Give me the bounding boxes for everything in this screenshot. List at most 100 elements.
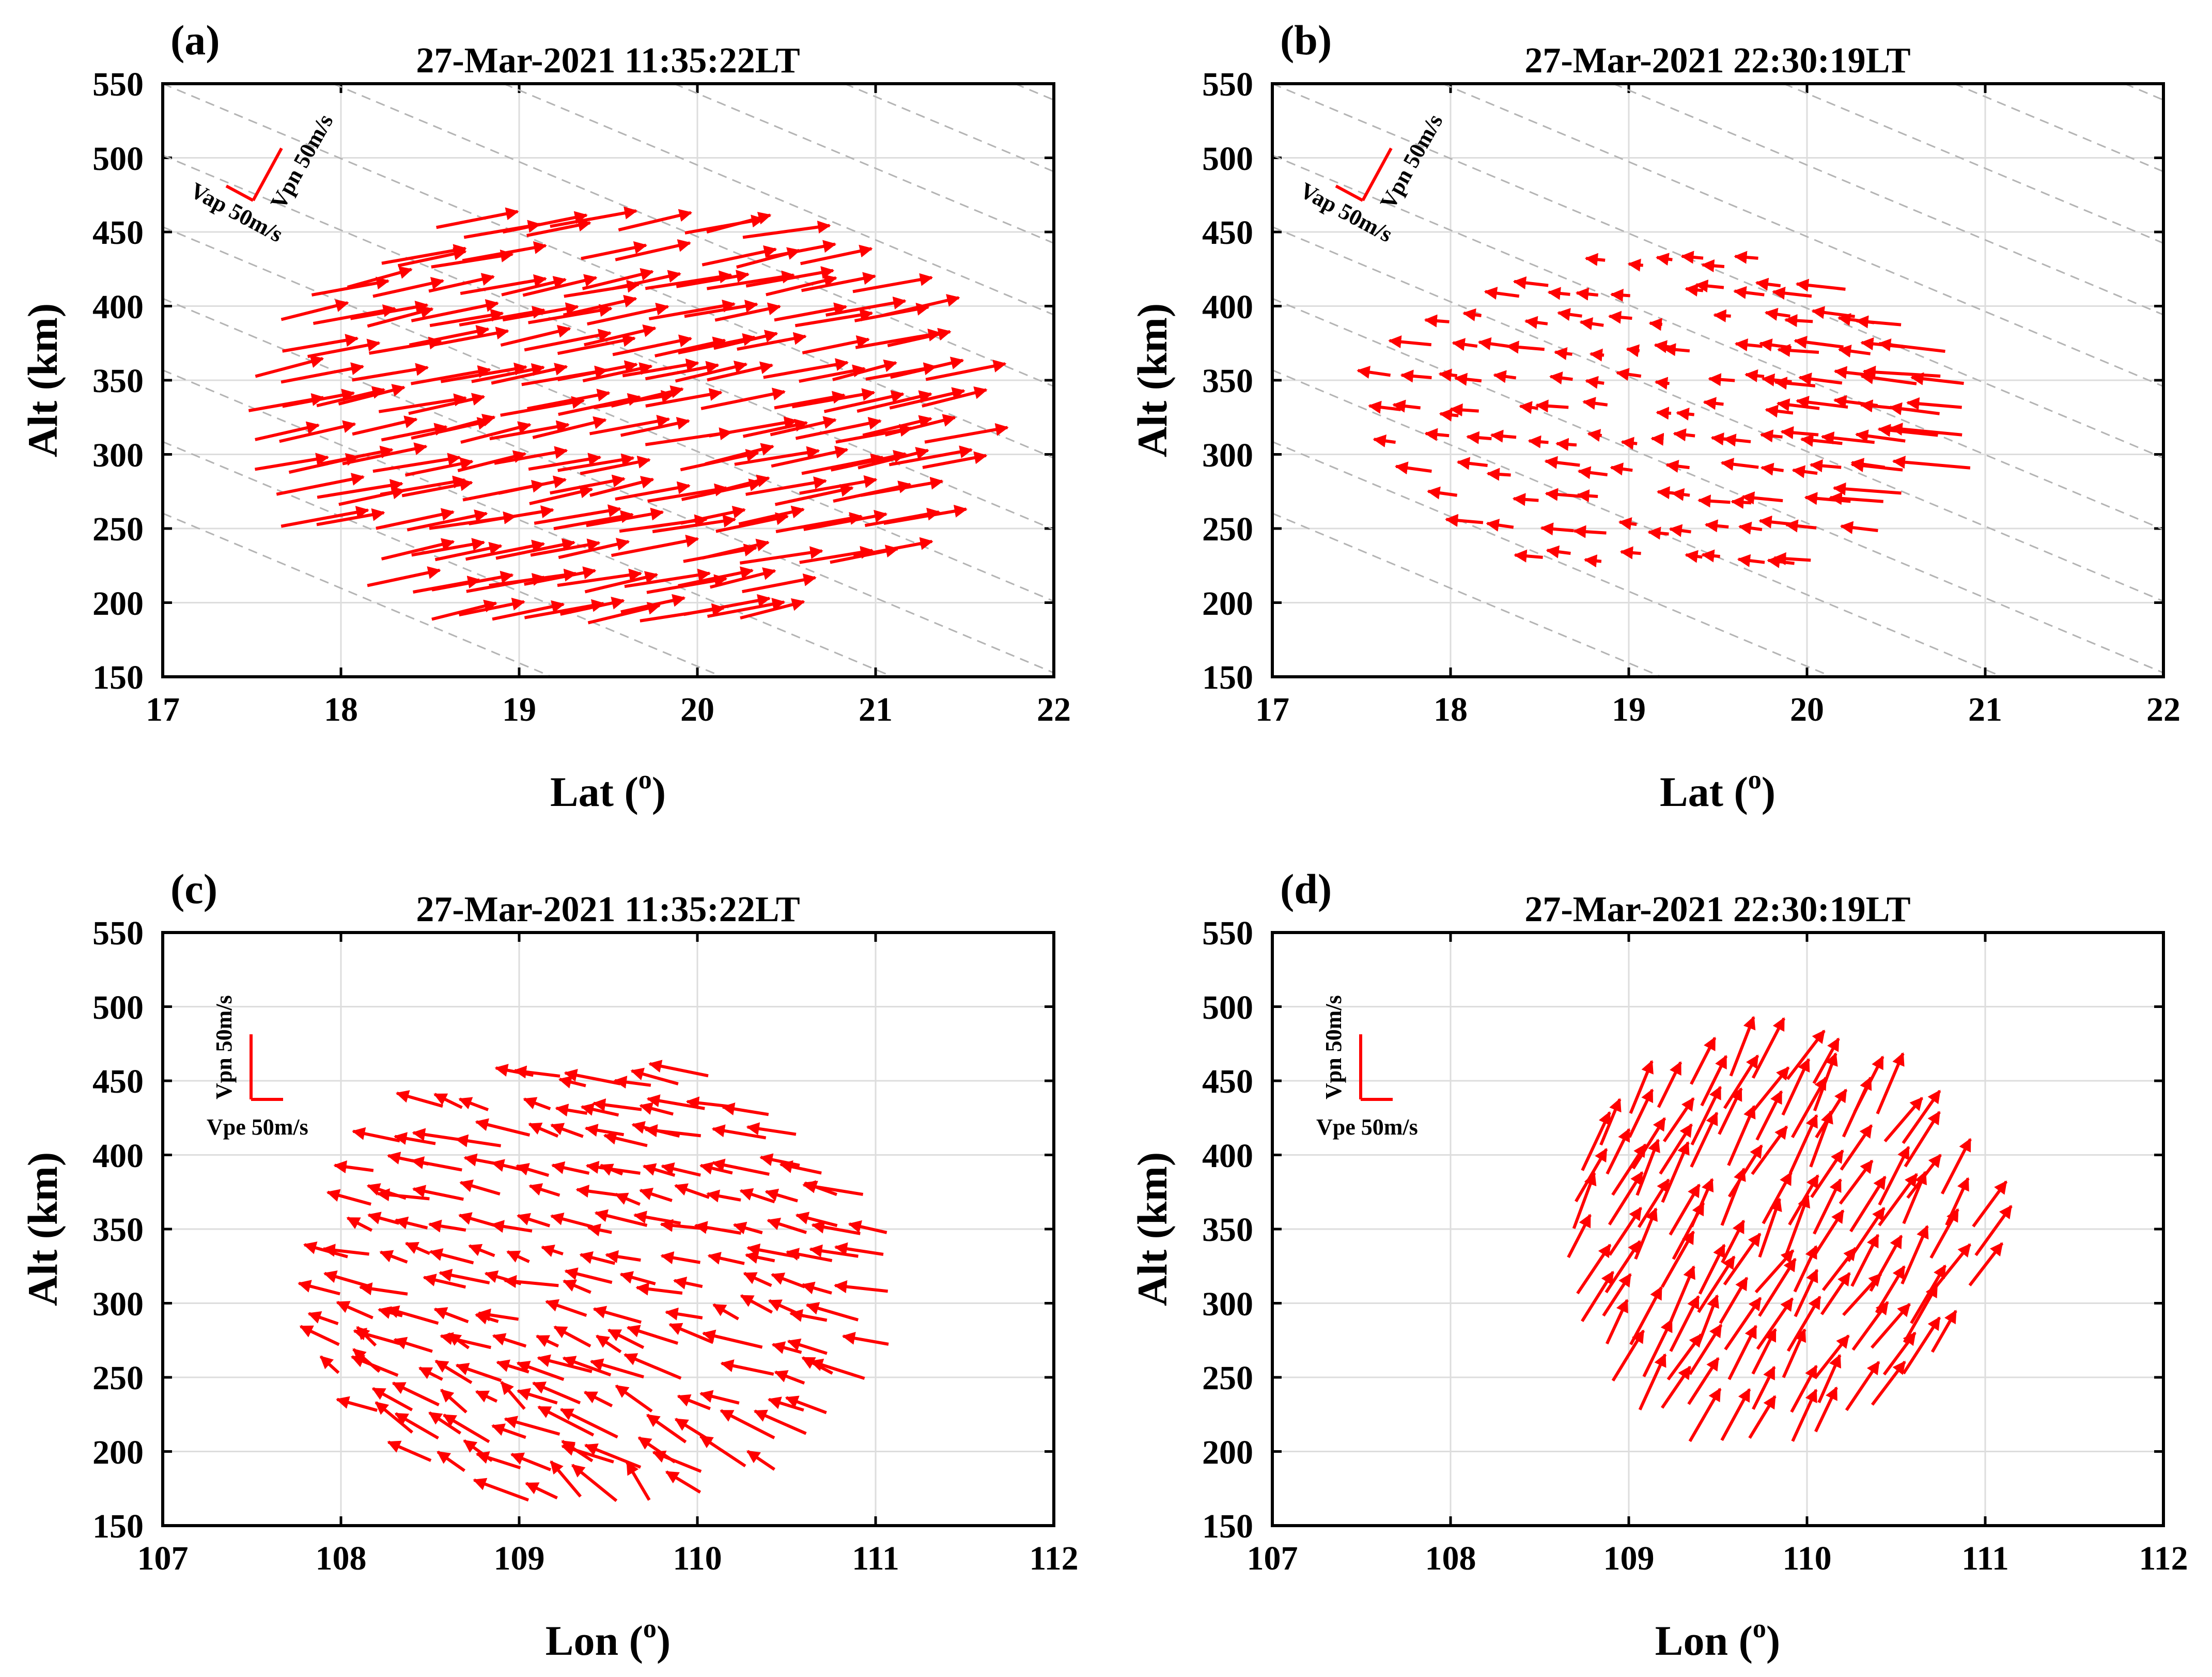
velocity-vector [502, 302, 579, 322]
velocity-vector [316, 508, 385, 526]
velocity-vector [1773, 552, 1811, 566]
velocity-vector [359, 1282, 408, 1296]
x-tick-label: 109 [1603, 1540, 1655, 1577]
velocity-vector [684, 300, 758, 318]
velocity-vector [307, 1311, 339, 1326]
velocity-vector [276, 473, 365, 496]
field-line [2124, 83, 2164, 101]
velocity-vector [615, 1384, 653, 1413]
velocity-vector [883, 504, 968, 525]
velocity-vector [1454, 372, 1482, 386]
velocity-vector [1889, 402, 1940, 415]
velocity-vector [1618, 517, 1637, 531]
velocity-vector [1611, 1329, 1645, 1382]
grid [1271, 82, 2165, 678]
velocity-vector [555, 1104, 588, 1117]
velocity-vector [1832, 482, 1902, 495]
velocity-vector [1673, 428, 1695, 442]
velocity-vector [823, 390, 905, 413]
velocity-vector [1813, 1052, 1838, 1112]
x-axis-label: Lon (o) [546, 1614, 671, 1664]
velocity-vector [551, 1161, 590, 1175]
velocity-vector [1876, 1052, 1905, 1115]
x-tick-label: 108 [1425, 1540, 1476, 1577]
velocity-vector [411, 538, 486, 557]
x-ticks: 17 18 19 20 21 22 [1255, 691, 2180, 728]
velocity-vector [862, 415, 932, 437]
velocity-vector [753, 1409, 807, 1435]
velocity-vector [626, 1325, 679, 1345]
velocity-vector [677, 1394, 711, 1410]
panel-b: (b) 27-Mar-2021 22:30:19LT 17 18 19 20 2… [1129, 17, 2180, 815]
velocity-vector [1669, 524, 1691, 537]
velocity-vector [1878, 1173, 1918, 1226]
y-tick-label: 300 [92, 437, 144, 474]
field-line [503, 83, 1054, 316]
x-tick-label: 111 [1961, 1540, 2009, 1577]
velocity-vector [774, 484, 854, 506]
velocity-vector [460, 274, 547, 296]
velocity-vector [491, 363, 568, 385]
velocity-vector [313, 304, 396, 325]
y-ticks: 150 200 250 300 350 400 450 500 550 [92, 914, 144, 1545]
velocity-vector [1647, 526, 1669, 540]
velocity-vector [524, 566, 597, 586]
velocity-vector [326, 1189, 371, 1206]
y-tick-label: 200 [1202, 585, 1253, 623]
velocity-vector [665, 1307, 703, 1321]
velocity-vector [431, 570, 514, 592]
velocity-vector [430, 327, 509, 347]
velocity-vector [830, 450, 907, 472]
velocity-vector [1840, 1124, 1873, 1171]
y-tick-label: 500 [1202, 140, 1253, 178]
velocity-vector [607, 1328, 645, 1349]
velocity-vector [1762, 1171, 1793, 1224]
velocity-vector [475, 1118, 531, 1137]
velocity-vector [832, 359, 897, 381]
velocity-vector [809, 1358, 865, 1380]
velocity-vector [460, 421, 532, 444]
velocity-vector [603, 1131, 648, 1147]
velocity-vector [1439, 408, 1459, 422]
field-line [1015, 83, 1054, 101]
y-tick-label: 550 [92, 66, 144, 103]
velocity-vector [1756, 1297, 1794, 1350]
panel-d: (d) 27-Mar-2021 22:30:19LT 107 108 109 1… [1129, 865, 2188, 1664]
velocity-vector [855, 329, 942, 349]
velocity-vector [715, 512, 789, 533]
velocity-vector [1697, 1255, 1736, 1313]
velocity-vector [1795, 278, 1846, 292]
velocity-vector [660, 1251, 700, 1264]
velocity-vector [618, 209, 693, 231]
ref-label-vpe: Vpe 50m/s [207, 1114, 308, 1140]
velocity-vector [1690, 1111, 1719, 1168]
velocity-vector [516, 1360, 565, 1381]
velocity-vector [1694, 280, 1724, 293]
velocity-vector [255, 355, 324, 378]
velocity-vector [1772, 286, 1812, 300]
velocity-vector [458, 1097, 489, 1111]
velocity-vector [1929, 1208, 1959, 1259]
velocity-vector [883, 294, 960, 317]
velocity-vector [1642, 1318, 1673, 1377]
velocity-vector [433, 1307, 469, 1324]
field-line [162, 369, 893, 678]
velocity-vector [745, 266, 835, 288]
velocity-vector [557, 360, 638, 381]
velocity-vector [1656, 486, 1674, 500]
y-tick-label: 450 [1202, 1063, 1253, 1100]
velocity-vector [1608, 310, 1632, 324]
velocity-vector [1621, 437, 1638, 450]
velocity-vector [791, 388, 876, 409]
field-line [162, 83, 1054, 459]
x-tick-label: 107 [1247, 1540, 1298, 1577]
velocity-vector [1608, 1171, 1644, 1226]
velocity-vector [1840, 521, 1878, 534]
velocity-vector [1910, 372, 1964, 385]
x-ticks: 17 18 19 20 21 22 [146, 691, 1071, 728]
velocity-vector [1546, 545, 1571, 558]
velocity-vector [411, 1156, 462, 1172]
velocity-vector [500, 325, 571, 347]
y-tick-label: 400 [1202, 1137, 1253, 1175]
